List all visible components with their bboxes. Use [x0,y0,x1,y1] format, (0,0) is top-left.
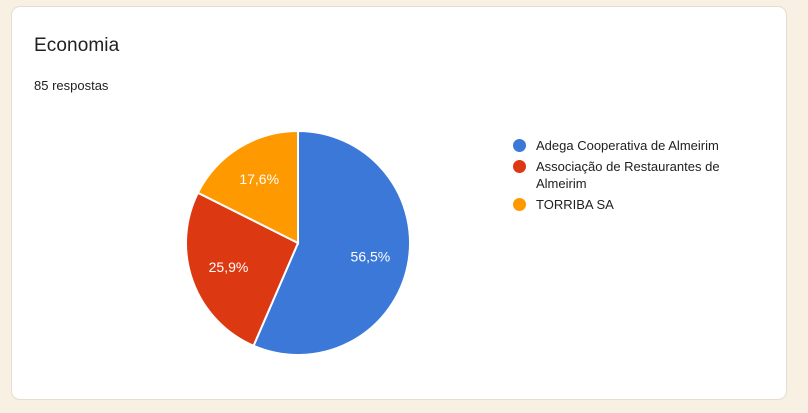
pie-slice-value-label: 17,6% [239,171,279,187]
pie-slices [184,129,411,356]
chart-area: 56,5% 25,9% 17,6% Adega Cooperativa de Alm… [12,103,786,399]
question-summary-card: Economia 85 respostas 56,5% 25,9% 17,6% Ad… [11,6,787,400]
pie-chart: 56,5% 25,9% 17,6% [182,127,414,359]
pie-chart-svg: 56,5% 25,9% 17,6% [184,129,411,356]
pie-slice-value-label: 56,5% [351,249,391,265]
legend-item-label: Associação de Restaurantes de Almeirim [536,159,720,191]
pie-slice-labels: 56,5% 25,9% 17,6% [209,171,391,275]
response-count: 85 respostas [34,78,109,93]
legend-swatch-icon [513,139,526,152]
legend-item-0[interactable]: Adega Cooperativa de Almeirim [513,137,775,154]
pie-slice[interactable] [196,129,299,245]
legend-swatch-icon [513,160,526,173]
page-title: Economia [34,35,120,56]
pie-slice[interactable] [252,129,411,356]
pie-slice[interactable] [184,191,300,348]
legend-item-label: TORRIBA SA [536,197,614,212]
pie-slice-value-label: 25,9% [209,259,249,275]
legend-swatch-icon [513,198,526,211]
chart-legend: Adega Cooperativa de Almeirim Associação… [513,137,775,217]
legend-item-1[interactable]: Associação de Restaurantes de Almeirim [513,158,775,192]
legend-item-label: Adega Cooperativa de Almeirim [536,138,719,153]
legend-item-2[interactable]: TORRIBA SA [513,196,775,213]
